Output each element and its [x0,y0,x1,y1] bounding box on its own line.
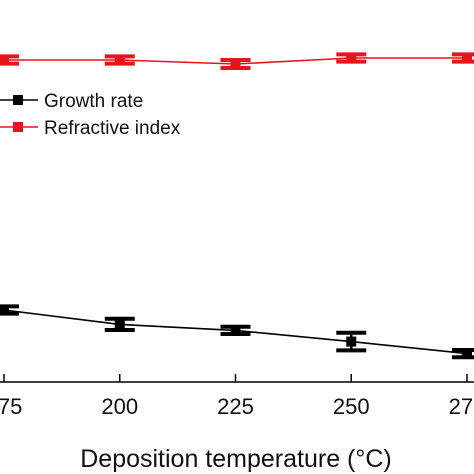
x-axis-ticks: 175 200 225 250 275 [0,374,474,419]
x-axis-label: Deposition temperature (°C) [80,445,392,473]
data-point [230,325,241,336]
legend-marker [13,95,23,105]
x-tick-label: 225 [217,394,254,419]
data-point [114,55,125,65]
data-point [114,319,125,330]
data-point [230,59,241,69]
legend-label: Refractive index [44,118,181,139]
data-markers [0,53,472,359]
x-tick-label: 250 [333,394,370,419]
data-point [462,53,472,63]
legend-marker [13,122,23,132]
legend: Growth rate Refractive index [0,91,181,139]
data-point [0,305,9,315]
data-point [346,336,357,347]
x-tick-label: 275 [449,394,474,419]
data-point [0,55,9,65]
data-point [462,348,472,359]
data-point [346,53,357,63]
legend-label: Growth rate [44,91,143,112]
x-tick-label: 200 [101,394,138,419]
x-tick-label: 175 [0,394,22,419]
